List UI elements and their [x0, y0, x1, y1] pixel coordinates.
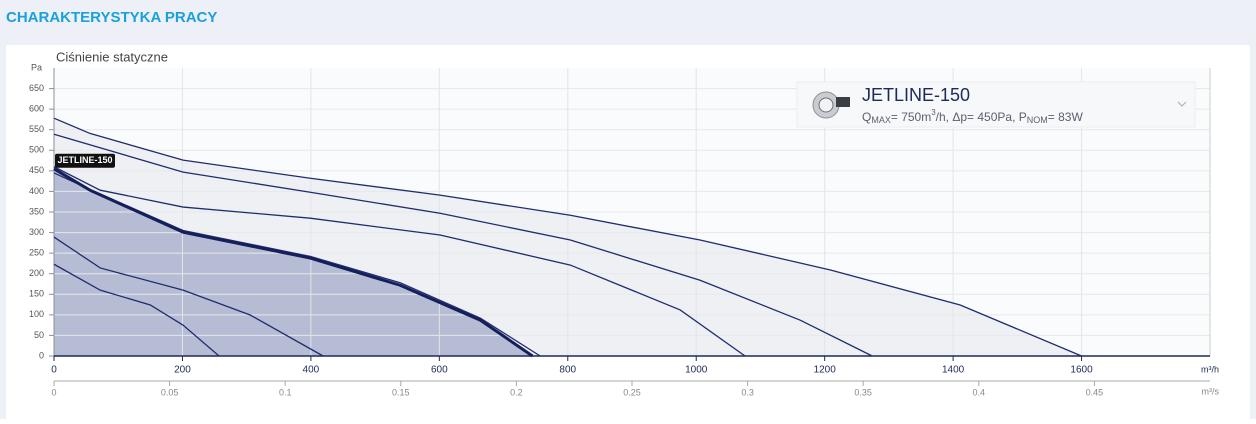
y-unit: Pa	[31, 62, 42, 72]
x2-tick-label: 0.1	[279, 387, 292, 397]
x-tick-label: 1600	[1070, 365, 1093, 376]
y-tick-label: 100	[29, 309, 44, 319]
x-tick-label: 1000	[685, 365, 708, 376]
spec-sub: NOM	[1027, 115, 1048, 125]
series-tag-label: JETLINE-150	[57, 155, 112, 165]
spec-part: Q	[862, 110, 871, 124]
line	[53, 166, 746, 357]
line	[53, 117, 1082, 357]
x2-tick-label: 0.45	[1086, 387, 1104, 397]
y-tick-label: 300	[29, 227, 44, 237]
x2-tick-label: 0.05	[161, 387, 179, 397]
x-tick-label: 800	[559, 365, 576, 376]
x2-tick-label: 0.3	[741, 387, 754, 397]
y-tick-label: 450	[29, 165, 44, 175]
x2-tick-label: 0	[51, 387, 56, 397]
x-tick-label: 1400	[942, 365, 965, 376]
y-tick-label: 250	[29, 248, 44, 258]
fan-icon	[836, 97, 850, 107]
y-tick-label: 500	[29, 145, 44, 155]
y-tick-label: 150	[29, 289, 44, 299]
x2-tick-label: 0.2	[510, 387, 523, 397]
info-card[interactable]: JETLINE-150 QMAX= 750m3/h, Δp= 450Pa, PN…	[796, 81, 1196, 128]
x2-tick-label: 0.25	[623, 387, 641, 397]
series-tag	[55, 153, 115, 168]
line	[53, 167, 534, 358]
chevron	[1177, 101, 1187, 107]
x2-unit: m³/s	[1202, 386, 1220, 396]
card-title: JETLINE-150	[862, 85, 970, 105]
y-tick-label: 50	[34, 330, 44, 340]
y-tick-label: 600	[29, 104, 44, 114]
chart-title: Ciśnienie statyczne	[56, 49, 168, 64]
x-unit: m³/h	[1201, 364, 1219, 374]
line	[53, 236, 324, 357]
y-tick-label: 650	[29, 83, 44, 93]
spec-part: = 750m	[891, 110, 931, 124]
x2-tick-label: 0.15	[392, 387, 410, 397]
card-spec: QMAX= 750m3/h, Δp= 450Pa, PNOM= 83W	[862, 108, 1083, 125]
x-tick-label: 400	[303, 365, 320, 376]
x-tick-label: 600	[431, 365, 448, 376]
spec-sub: MAX	[871, 115, 891, 125]
plot: 0501001502002503003504004505005506006500…	[29, 68, 1211, 397]
y-tick-label: 550	[29, 124, 44, 134]
line	[53, 263, 220, 357]
y-tick-label: 200	[29, 268, 44, 278]
y-tick-label: 400	[29, 186, 44, 196]
line	[53, 133, 873, 357]
card-box	[796, 81, 1196, 128]
x-tick-label: 1200	[814, 365, 837, 376]
spec-part: /h, Δp= 450Pa, P	[936, 110, 1027, 124]
area	[54, 168, 533, 356]
x-tick-label: 200	[174, 365, 191, 376]
spec-sup: 3	[931, 108, 936, 117]
page-title: CHARAKTERYSTYKA PRACY	[6, 9, 217, 26]
x2-tick-label: 0.4	[973, 387, 986, 397]
fan-icon	[818, 97, 834, 113]
y-tick-label: 0	[39, 350, 44, 360]
spec-part: = 83W	[1048, 110, 1084, 124]
y-tick-label: 350	[29, 206, 44, 216]
x-tick-label: 0	[51, 365, 57, 376]
x2-tick-label: 0.35	[854, 387, 872, 397]
